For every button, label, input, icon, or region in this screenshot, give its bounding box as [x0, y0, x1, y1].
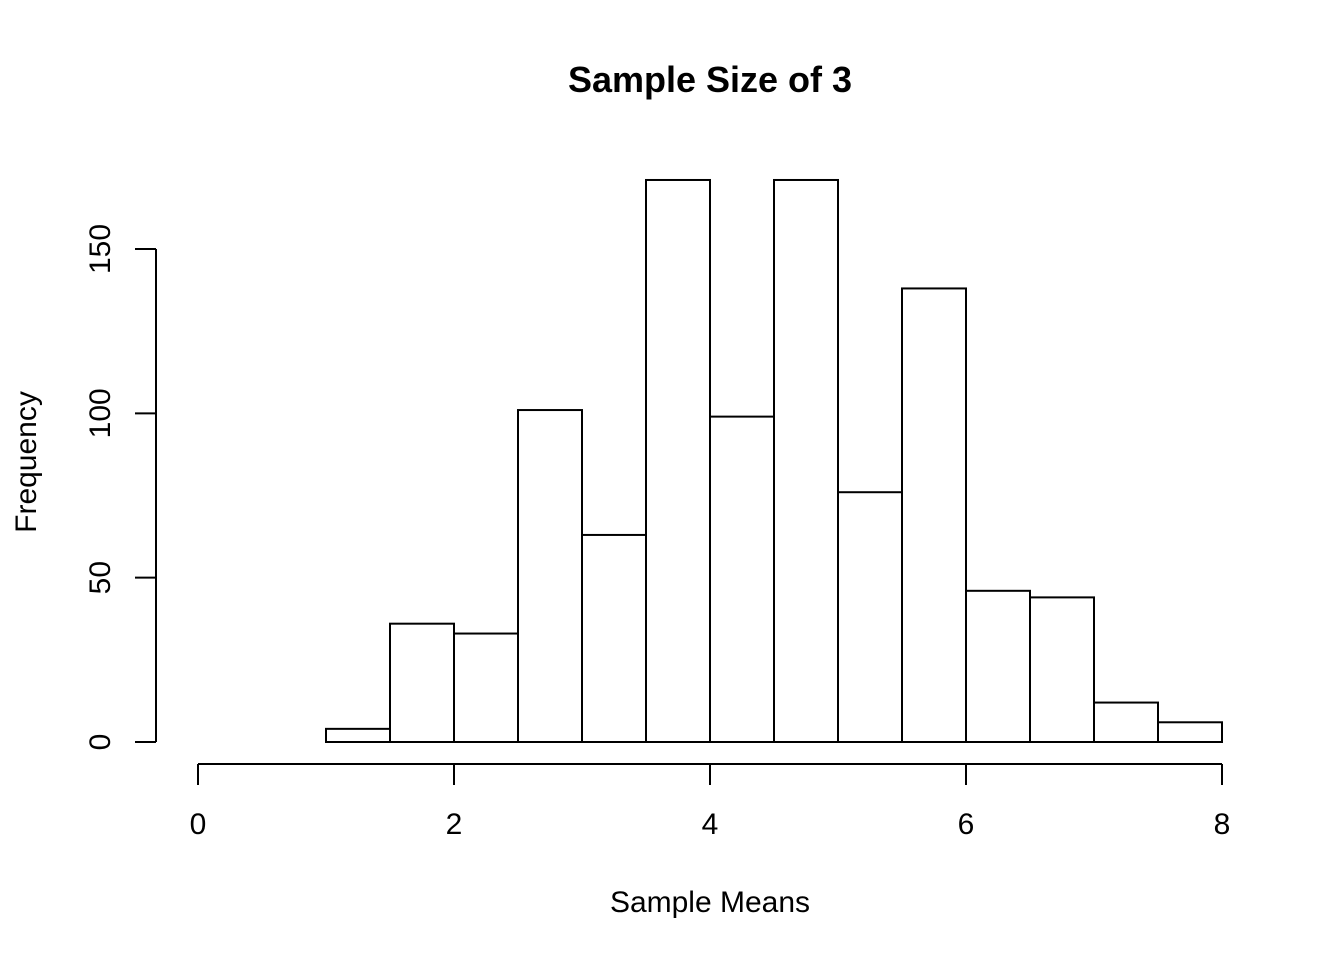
y-tick-label-0: 0	[84, 734, 117, 751]
y-tick-label-3: 150	[84, 224, 117, 274]
histogram-bar-11	[1029, 596, 1095, 743]
histogram-bar-5	[645, 178, 711, 744]
x-tick-label-4: 8	[1214, 808, 1231, 841]
y-tick-label-2: 100	[84, 388, 117, 438]
x-tick-label-2: 4	[702, 808, 719, 841]
histogram-bar-9	[901, 287, 967, 743]
histogram-bar-10	[965, 589, 1031, 744]
histogram-bar-2	[453, 632, 519, 743]
histogram-bar-1	[389, 622, 455, 743]
histogram-bar-4	[581, 533, 647, 743]
y-axis-label: Frequency	[10, 391, 43, 533]
histogram-bar-6	[709, 415, 775, 743]
bars-group	[325, 178, 1223, 744]
x-tick-label-1: 2	[446, 808, 463, 841]
y-tick-label-1: 50	[84, 561, 117, 594]
histogram-bar-3	[517, 409, 583, 743]
x-axis-label: Sample Means	[610, 886, 810, 919]
histogram-bar-12	[1093, 701, 1159, 743]
histogram-bar-8	[837, 491, 903, 744]
histogram-bar-0	[325, 727, 391, 743]
y-axis: 0 50 100 150	[84, 224, 157, 751]
x-axis: 0 2 4 6 8	[190, 763, 1231, 841]
x-tick-label-0: 0	[190, 808, 207, 841]
x-tick-label-3: 6	[958, 808, 975, 841]
chart-title: Sample Size of 3	[568, 59, 852, 100]
histogram-bar-13	[1157, 721, 1223, 744]
histogram-bar-7	[773, 178, 839, 744]
